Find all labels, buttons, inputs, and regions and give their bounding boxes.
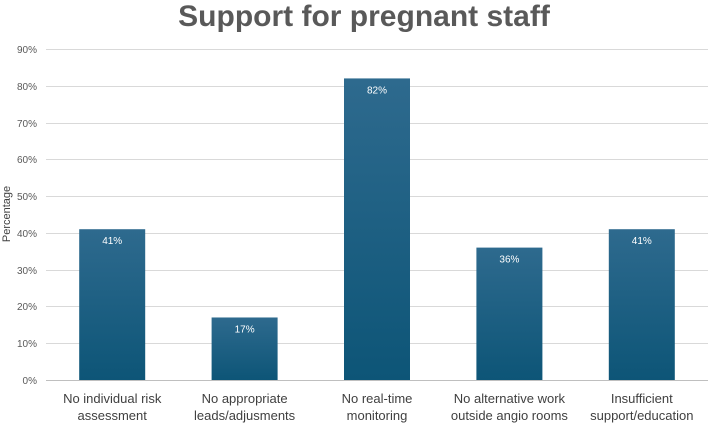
x-category-label: leads/adjusments	[194, 408, 296, 423]
x-category-label: assessment	[78, 408, 148, 423]
chart-title: Support for pregnant staff	[178, 0, 551, 33]
y-tick-label: 0%	[23, 376, 38, 387]
x-category-label: No alternative work	[454, 391, 566, 406]
y-tick-label: 30%	[17, 266, 37, 277]
bar	[344, 78, 410, 380]
y-tick-label: 60%	[17, 155, 37, 166]
x-category-label: support/education	[590, 408, 693, 423]
y-axis-ticks: 0% 10% 20% 30% 40% 50% 60% 70% 80% 90%	[17, 45, 37, 387]
x-category-label: monitoring	[347, 408, 408, 423]
bar	[79, 229, 146, 380]
y-tick-label: 90%	[17, 45, 37, 56]
y-tick-label: 80%	[17, 82, 37, 93]
bar-data-label: 41%	[102, 236, 122, 247]
x-category-label: No appropriate	[202, 391, 288, 406]
x-category-label: No real-time	[342, 391, 413, 406]
x-category-label: No individual risk	[63, 391, 162, 406]
bar-data-label: 36%	[499, 255, 519, 266]
bars	[79, 78, 675, 380]
y-tick-label: 10%	[17, 339, 37, 350]
y-tick-label: 40%	[17, 229, 37, 240]
x-axis-categories: No individual risk assessment No appropria…	[63, 391, 693, 423]
x-category-label: outside angio rooms	[451, 408, 569, 423]
y-tick-label: 50%	[17, 192, 37, 203]
y-tick-label: 70%	[17, 119, 37, 130]
x-category-label: Insufficient	[611, 391, 673, 406]
bar-data-label: 82%	[367, 85, 387, 96]
y-tick-label: 20%	[17, 302, 37, 313]
bar	[608, 229, 675, 380]
bar-data-label: 17%	[235, 324, 255, 335]
y-axis-label: Percentage	[1, 186, 13, 242]
bar	[476, 247, 543, 380]
bar-data-label: 41%	[632, 236, 652, 247]
data-labels: 41% 17% 82% 36% 41%	[102, 85, 652, 335]
bar	[211, 317, 278, 380]
